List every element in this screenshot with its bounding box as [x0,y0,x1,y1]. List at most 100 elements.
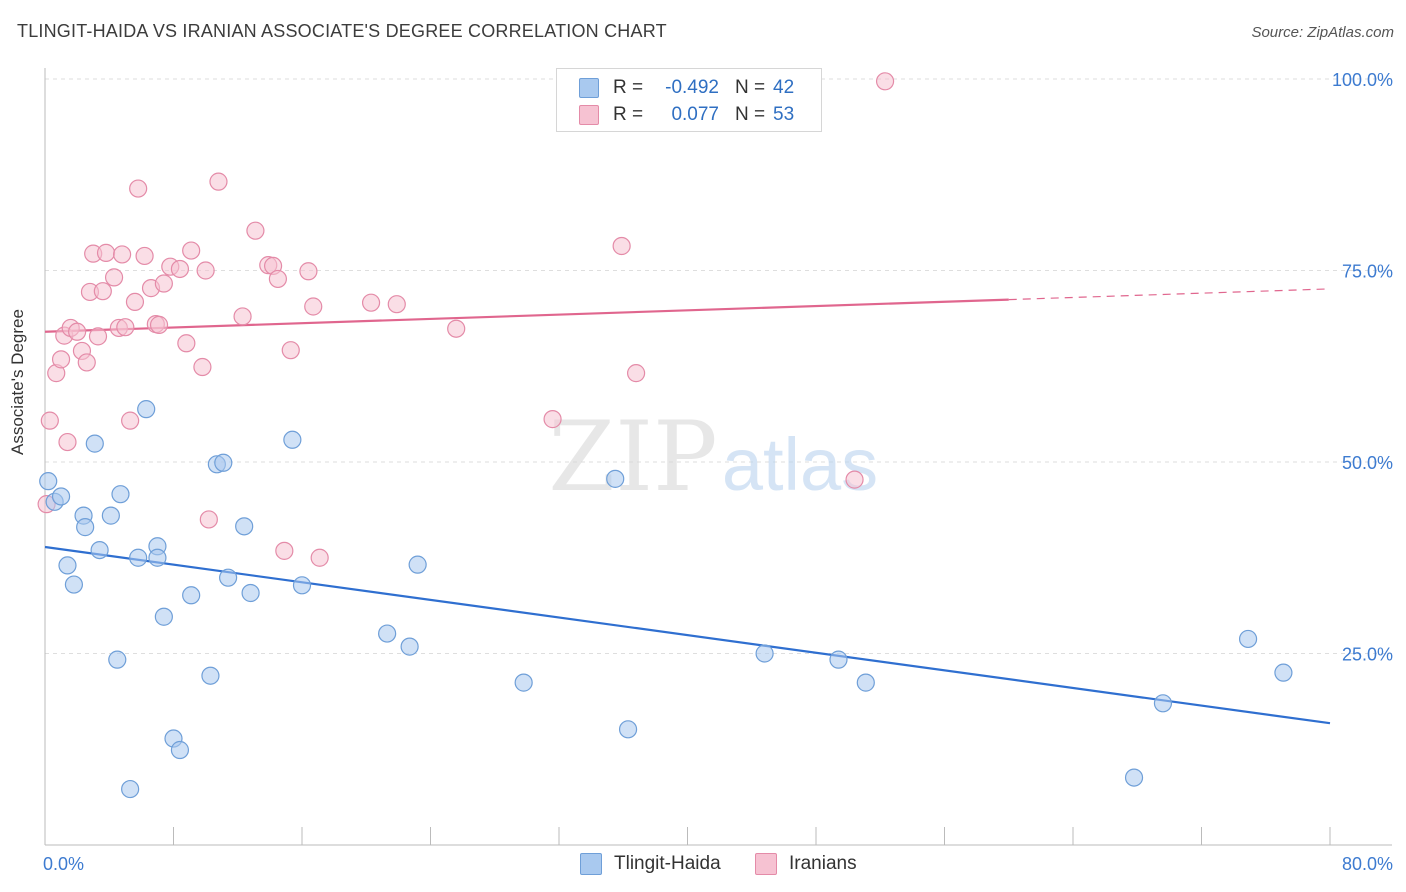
data-point-tlingit-haida [514,673,533,692]
data-point-tlingit-haida [154,607,173,626]
trend-line-iranians [44,298,1009,333]
source-label: Source: ZipAtlas.com [1251,24,1394,41]
data-point-iranians [170,259,190,279]
trend-line-tlingit-haida [44,545,1331,725]
data-point-iranians [199,510,218,529]
data-point-tlingit-haida [1153,694,1173,713]
data-point-iranians [182,241,201,260]
data-point-iranians [361,293,381,312]
data-point-iranians [275,541,294,560]
legend-swatch-iranians [579,105,599,125]
data-point-iranians [543,410,562,429]
data-point-iranians [112,245,132,264]
data-point-iranians [58,432,77,452]
tick-labels: 25.0% 50.0% 75.0% 100.0% 0.0% 80.0% [43,70,1393,874]
data-point-iranians [299,262,318,281]
bottom-legend-swatch-iranians [755,853,777,875]
data-point-tlingit-haida [39,472,58,491]
data-point-iranians [281,341,300,360]
data-point-iranians [387,295,406,314]
bottom-legend-label: Tlingit-Haida [614,853,721,874]
data-point-iranians [93,282,112,301]
bottom-legend-label: Iranians [789,853,857,874]
data-point-iranians [135,246,154,266]
legend-n-value: 42 [773,77,795,98]
data-point-iranians [875,72,895,91]
chart-title: TLINGIT-HAIDA VS IRANIAN ASSOCIATE'S DEG… [17,21,667,41]
trend-line-dashed-iranians [1008,288,1331,301]
data-point-iranians [125,292,145,312]
data-point-tlingit-haida [85,434,104,453]
legend-r-label: R = [613,104,644,125]
data-point-iranians [129,179,148,198]
data-point-tlingit-haida [148,548,167,567]
data-point-tlingit-haida [856,673,875,692]
legend-swatch-tlingit-haida [579,78,599,98]
data-point-tlingit-haida [400,637,419,656]
bottom-legend-swatch-tlingit-haida [580,853,602,875]
x-tick-label-max: 80.0% [1342,854,1393,874]
data-point-iranians [304,297,323,316]
axes [44,68,1392,846]
data-point-tlingit-haida [101,506,120,525]
data-point-iranians [845,470,864,489]
data-point-iranians [246,221,265,240]
data-point-iranians [40,411,59,430]
data-point-tlingit-haida [219,568,238,587]
data-point-iranians [149,315,169,334]
y-tick-label: 75.0% [1342,262,1393,282]
y-tick-label: 25.0% [1342,645,1393,665]
y-tick-label: 100.0% [1332,70,1393,90]
watermark-zip: ZIP [548,401,717,513]
data-point-iranians [96,243,116,262]
trend-lines [44,288,1331,725]
data-point-iranians [209,172,228,191]
x-tick-label-min: 0.0% [43,854,84,874]
data-point-iranians [51,350,71,369]
data-point-tlingit-haida [182,586,201,605]
data-point-tlingit-haida [58,556,77,575]
data-point-tlingit-haida [76,518,95,537]
data-point-tlingit-haida [51,487,71,506]
data-point-iranians [196,261,215,280]
data-point-tlingit-haida [1274,663,1293,682]
data-point-tlingit-haida [1238,629,1258,649]
data-points [37,72,1293,799]
data-point-iranians [612,236,631,256]
legend-n-label: N = [735,104,766,125]
data-point-iranians [177,334,196,353]
data-point-iranians [233,307,252,326]
data-point-tlingit-haida [618,720,638,739]
data-point-iranians [88,327,108,346]
y-tick-label: 50.0% [1342,453,1393,473]
data-point-tlingit-haida [214,453,233,472]
data-point-tlingit-haida [170,740,190,760]
data-point-tlingit-haida [378,624,397,643]
data-point-tlingit-haida [90,540,109,560]
legend-r-value: 0.077 [671,104,719,125]
data-point-tlingit-haida [111,485,130,504]
data-point-tlingit-haida [755,644,774,663]
data-point-tlingit-haida [64,575,84,594]
data-point-iranians [626,364,646,383]
data-point-tlingit-haida [129,548,148,567]
data-point-tlingit-haida [829,650,848,669]
data-point-tlingit-haida [606,469,625,488]
data-point-iranians [154,274,173,293]
data-point-iranians [121,411,140,430]
data-point-tlingit-haida [408,555,427,574]
data-point-tlingit-haida [1124,768,1144,787]
watermark-atlas: atlas [722,423,878,506]
data-point-iranians [268,269,288,289]
data-point-iranians [310,548,329,567]
data-point-iranians [104,268,124,287]
data-point-tlingit-haida [283,430,302,449]
data-point-tlingit-haida [292,576,312,595]
data-point-tlingit-haida [108,650,127,669]
data-point-tlingit-haida [241,583,260,603]
data-point-iranians [447,319,466,338]
correlation-legend: R = -0.492 N = 42 R = 0.077 N = 53 [556,68,822,132]
legend-n-label: N = [735,77,766,98]
data-point-tlingit-haida [121,779,140,799]
